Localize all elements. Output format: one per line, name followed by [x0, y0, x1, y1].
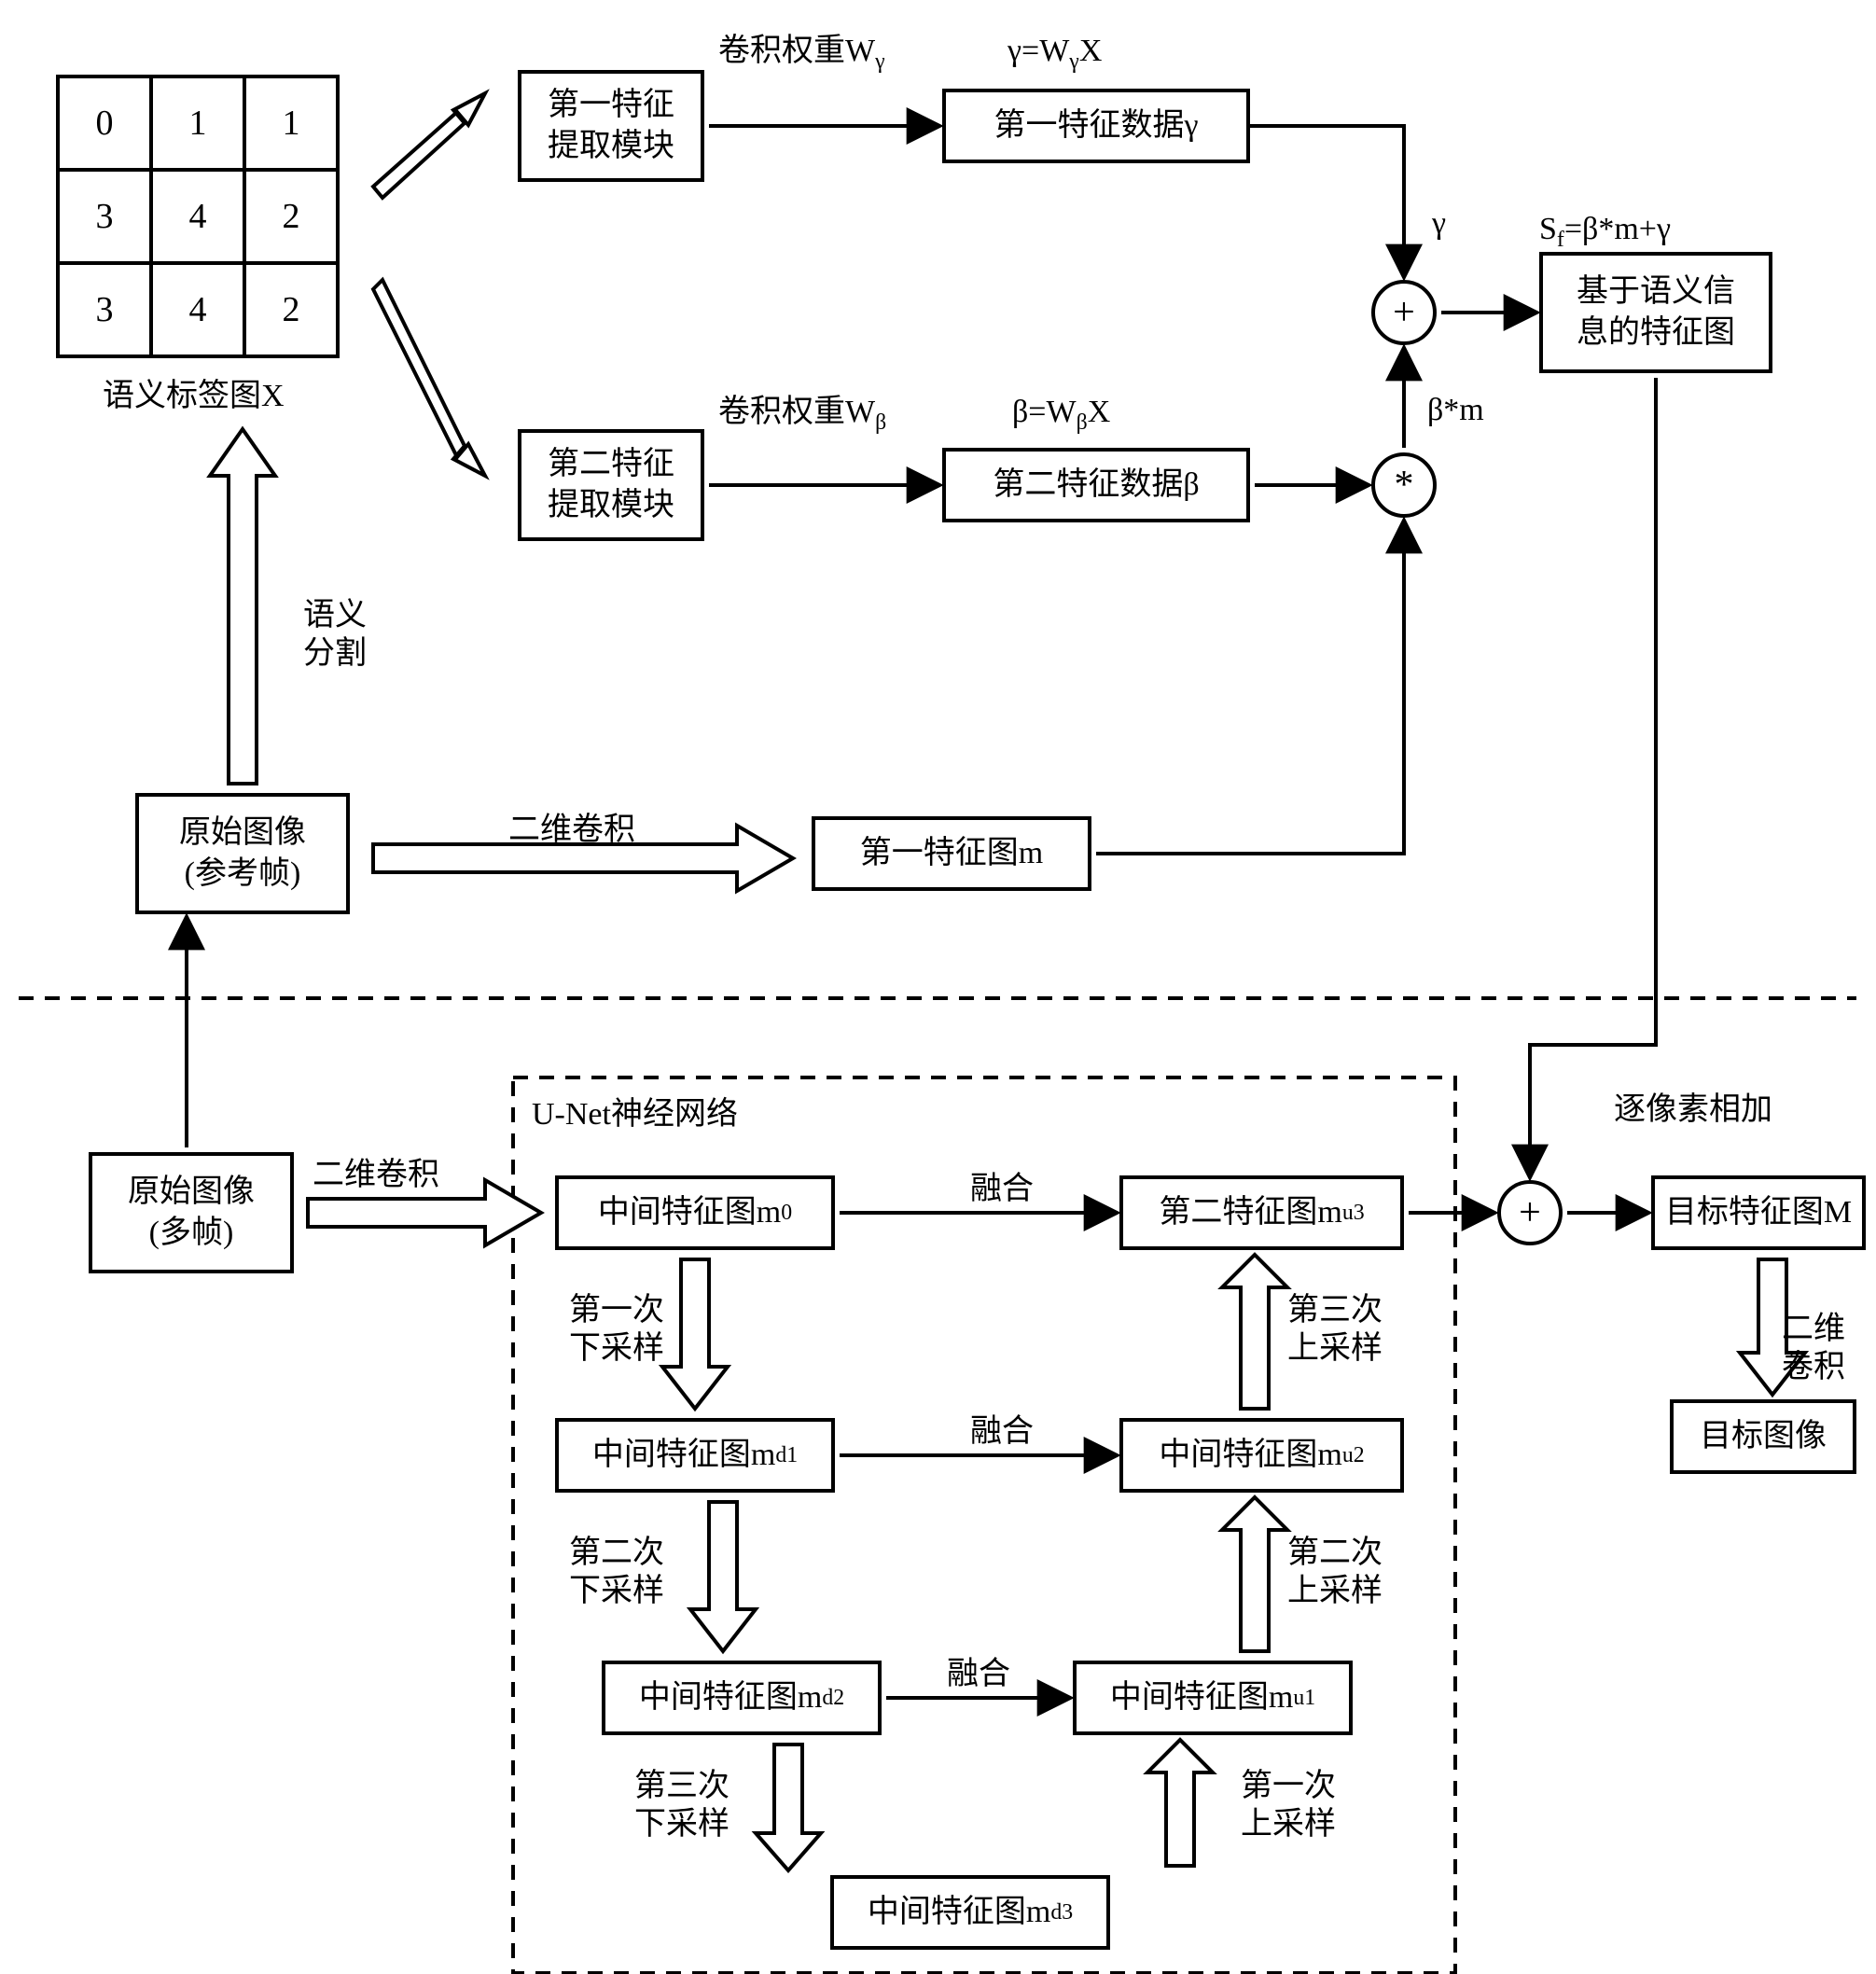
text: 第二特征数据β [993, 465, 1199, 506]
lbl-seg: 语义 分割 [303, 597, 367, 674]
lbl-conv2d-left: 二维卷积 [313, 1157, 439, 1195]
text: 第一特征数据γ [994, 105, 1198, 146]
box-semantic-fmap: 基于语义信 息的特征图 [1539, 252, 1772, 373]
arrow-sfmap-to-addb [1530, 378, 1656, 1175]
text: 目标图像 [1700, 1416, 1827, 1457]
lbl-gamma-eq: γ=WγX [1007, 33, 1102, 75]
box-orig-ref: 原始图像 (参考帧) [135, 793, 350, 914]
arrow-md2-to-md3 [756, 1745, 821, 1870]
box-feat-ext-1: 第一特征 提取模块 [518, 70, 704, 182]
grid-cell: 3 [58, 263, 151, 356]
lbl-gamma: γ [1432, 205, 1446, 243]
lbl-up3: 第三次 上采样 [1287, 1292, 1383, 1369]
semantic-grid: 011 342 342 [56, 75, 340, 358]
op-add-bottom: + [1497, 1180, 1563, 1245]
lbl-sf-eq: Sf=β*m+γ [1539, 211, 1671, 253]
lbl-down1: 第一次 下采样 [569, 1292, 664, 1369]
grid-cell: 1 [244, 76, 338, 170]
text: 基于语义信 息的特征图 [1577, 271, 1735, 354]
lbl-up1: 第一次 上采样 [1241, 1768, 1336, 1844]
grid-cell: 2 [244, 170, 338, 263]
lbl-unet-title: U-Net神经网络 [532, 1096, 738, 1134]
box-md1: 中间特征图md1 [555, 1418, 835, 1493]
grid-cell: 4 [151, 170, 244, 263]
box-mu2: 中间特征图mu2 [1119, 1418, 1404, 1493]
box-target-img: 目标图像 [1670, 1399, 1856, 1474]
op: * [1395, 463, 1414, 507]
grid-cell: 0 [58, 76, 151, 170]
arrow-grid-to-ext1 [373, 93, 485, 198]
text: 原始图像 (参考帧) [179, 813, 306, 895]
lbl-down3: 第三次 下采样 [634, 1768, 730, 1844]
box-orig-multi: 原始图像 (多帧) [89, 1152, 294, 1273]
arrow-md1-to-md2 [690, 1502, 756, 1651]
lbl-beta-m: β*m [1427, 392, 1484, 430]
box-mu3: 第二特征图mu3 [1119, 1175, 1404, 1250]
arrow-grid-to-ext2 [373, 280, 485, 476]
text: 原始图像 (多帧) [128, 1172, 255, 1254]
grid-cell: 4 [151, 263, 244, 356]
lbl-fuse2: 融合 [970, 1413, 1034, 1452]
semantic-grid-caption: 语义标签图X [103, 378, 285, 416]
box-md3: 中间特征图md3 [830, 1875, 1110, 1950]
grid-cell: 1 [151, 76, 244, 170]
arrow-data1-to-add [1250, 126, 1404, 275]
op-add-top: + [1371, 280, 1437, 345]
box-feat-data-2: 第二特征数据β [942, 448, 1250, 522]
box-feat-map-m: 第一特征图m [812, 816, 1091, 891]
op: + [1393, 290, 1415, 335]
lbl-up2: 第二次 上采样 [1287, 1535, 1383, 1611]
lbl-beta-eq: β=WβX [1012, 394, 1110, 436]
box-feat-data-1: 第一特征数据γ [942, 89, 1250, 163]
text: 第二特征 提取模块 [548, 444, 674, 526]
arrow-md3-to-mu1 [1147, 1740, 1213, 1866]
grid-cell: 3 [58, 170, 151, 263]
grid-cell: 2 [244, 263, 338, 356]
lbl-down2: 第二次 下采样 [569, 1535, 664, 1611]
arrow-mu2-to-mu3 [1222, 1255, 1287, 1409]
text: 目标特征图M [1665, 1192, 1852, 1233]
arrow-origref-to-grid [210, 429, 275, 784]
lbl-pixel-add: 逐像素相加 [1614, 1091, 1772, 1130]
lbl-conv2d-top: 二维卷积 [508, 812, 635, 850]
lbl-fuse3: 融合 [947, 1656, 1010, 1694]
box-m0: 中间特征图m0 [555, 1175, 835, 1250]
box-mu1: 中间特征图mu1 [1073, 1661, 1353, 1735]
text: 第一特征 提取模块 [548, 85, 674, 167]
box-feat-ext-2: 第二特征 提取模块 [518, 429, 704, 541]
lbl-fuse1: 融合 [970, 1171, 1034, 1209]
box-target-fmap: 目标特征图M [1651, 1175, 1866, 1250]
box-md2: 中间特征图md2 [602, 1661, 882, 1735]
arrow-m-to-mul [1096, 522, 1404, 854]
text: 第一特征图m [860, 833, 1043, 874]
arrow-mu1-to-mu2 [1222, 1497, 1287, 1651]
lbl-conv-w-beta: 卷积权重Wβ [718, 394, 886, 436]
lbl-conv2d-right: 二维卷积 [1782, 1311, 1875, 1387]
arrow-m0-to-md1 [662, 1259, 728, 1409]
op-mul: * [1371, 452, 1437, 518]
op: + [1519, 1190, 1541, 1235]
lbl-conv-w-gamma: 卷积权重Wγ [718, 33, 885, 75]
